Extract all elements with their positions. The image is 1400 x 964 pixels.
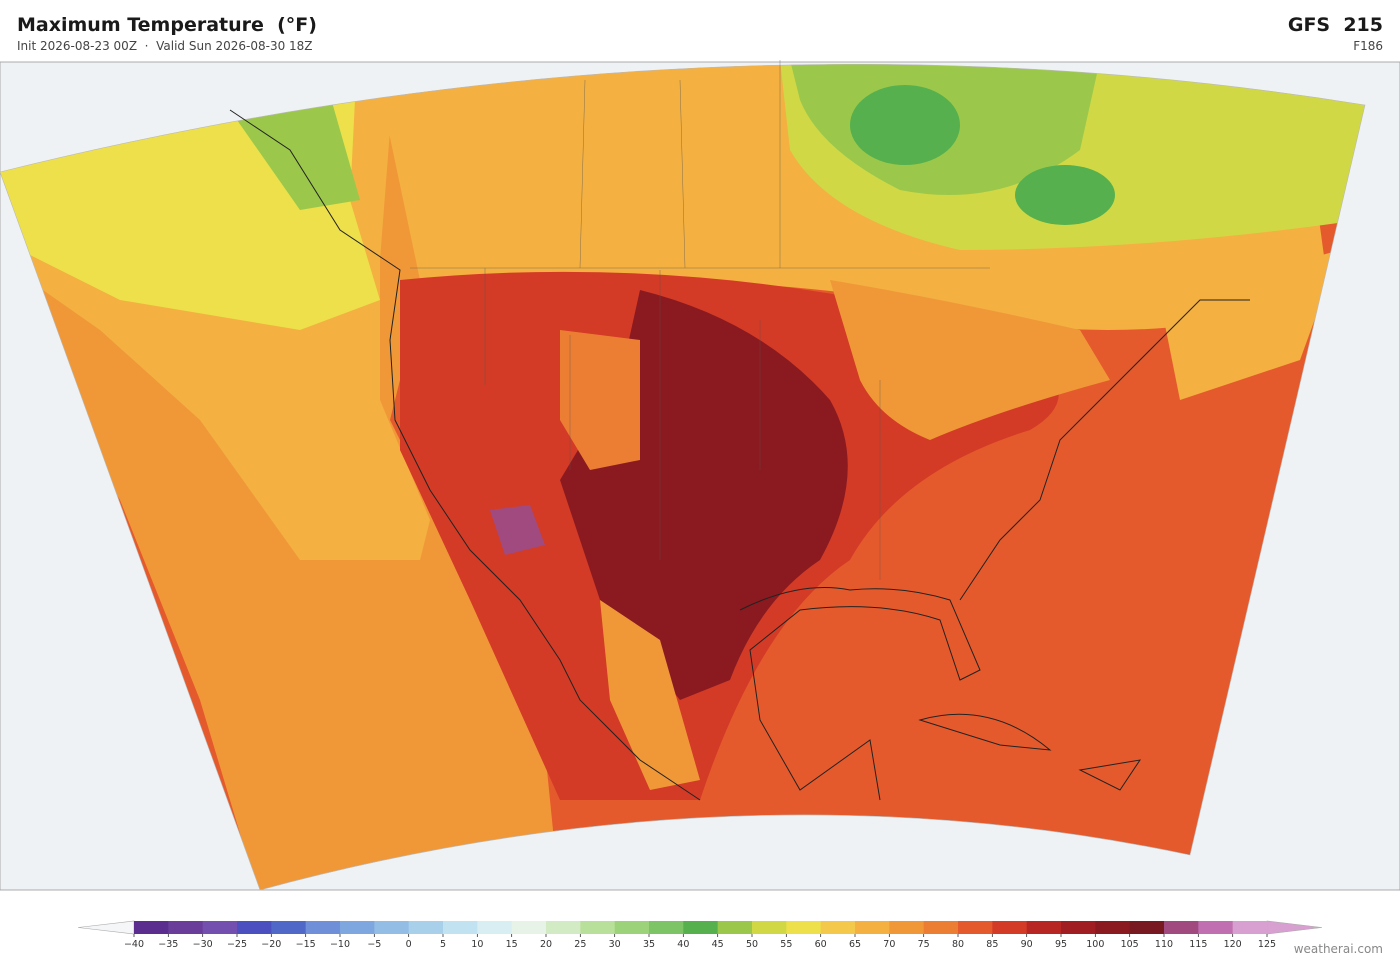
colorbar-bin xyxy=(271,921,307,934)
colorbar-tick-label: 75 xyxy=(918,939,930,950)
field-rockies xyxy=(560,330,640,470)
colorbar-tick-label: 60 xyxy=(815,939,827,950)
colorbar-bin xyxy=(1061,921,1096,934)
colorbar-tick-label: 20 xyxy=(540,939,552,950)
colorbar-bin xyxy=(820,921,856,934)
colorbar-tick-label: 15 xyxy=(506,939,518,950)
colorbar-bin xyxy=(168,921,204,934)
colorbar-bin xyxy=(340,921,375,934)
colorbar-tick-label: −35 xyxy=(158,939,178,950)
forecast-hour: F186 xyxy=(1353,39,1383,53)
map-title: Maximum Temperature (°F) xyxy=(17,14,317,36)
field-bc-green xyxy=(230,95,360,210)
colorbar-bin xyxy=(443,921,478,934)
colorbar-tick-label: 35 xyxy=(643,939,655,950)
colorbar-bin xyxy=(786,921,822,934)
colorbar-tick-label: 125 xyxy=(1258,939,1276,950)
colorbar-tick-label: 55 xyxy=(780,939,792,950)
colorbar-tick-label: 110 xyxy=(1155,939,1173,950)
colorbar-tick-label: 50 xyxy=(746,939,758,950)
field-great-lakes xyxy=(830,280,1110,440)
colorbar-bin xyxy=(752,921,787,934)
colorbar-tick-label: −30 xyxy=(193,939,213,950)
colorbar-bin xyxy=(992,921,1028,934)
field-green-patch xyxy=(850,85,960,165)
colorbar-bin xyxy=(614,921,650,934)
colorbar-tick-label: 30 xyxy=(609,939,621,950)
colorbar-bin xyxy=(1095,921,1131,934)
colorbar-tick-label: 40 xyxy=(677,939,689,950)
colorbar-tick-label: −10 xyxy=(330,939,350,950)
colorbar-bin xyxy=(1129,921,1165,934)
colorbar-bin xyxy=(958,921,993,934)
colorbar-bin xyxy=(580,921,616,934)
colorbar-tick-label: 100 xyxy=(1086,939,1104,950)
map-subtitle: Init 2026-08-23 00Z · Valid Sun 2026-08-… xyxy=(17,39,313,53)
model-label: GFS 215 xyxy=(1287,14,1383,36)
colorbar-bin xyxy=(546,921,581,934)
colorbar-bin xyxy=(1026,921,1062,934)
colorbar-bin xyxy=(237,921,272,934)
colorbar-tick-label: 5 xyxy=(440,939,446,950)
colorbar-bin xyxy=(511,921,547,934)
colorbar-tick-label: 65 xyxy=(849,939,861,950)
colorbar-bin xyxy=(855,921,890,934)
field-desert-extreme xyxy=(490,505,545,555)
colorbar-tick-label: 10 xyxy=(471,939,483,950)
coastlines xyxy=(229,109,1250,801)
colorbar-tick-label: −20 xyxy=(261,939,281,950)
colorbar-bin xyxy=(374,921,410,934)
domain-outline xyxy=(0,63,1366,891)
colorbar-bin xyxy=(477,921,513,934)
colorbar-bin xyxy=(923,921,959,934)
colorbar-tick-label: −25 xyxy=(227,939,247,950)
colorbar-bin xyxy=(889,921,925,934)
colorbar-tick-label: 120 xyxy=(1224,939,1242,950)
field-mexico-plateau xyxy=(600,600,700,790)
colorbar-bin xyxy=(202,921,238,934)
colorbar-under xyxy=(77,920,135,935)
colorbar-bin xyxy=(717,921,753,934)
colorbar-bin xyxy=(649,921,684,934)
colorbar-tick-label: 105 xyxy=(1121,939,1139,950)
colorbar-tick-label: 70 xyxy=(883,939,895,950)
colorbar-tick-label: 85 xyxy=(986,939,998,950)
colorbar-bin xyxy=(134,921,169,934)
colorbar-bin xyxy=(1164,921,1199,934)
colorbar-bin xyxy=(683,921,719,934)
colorbar-tick-label: −40 xyxy=(124,939,144,950)
colorbar-bin xyxy=(408,921,444,934)
colorbar-bin xyxy=(1198,921,1234,934)
borders xyxy=(410,60,990,580)
colorbar-tick-label: 25 xyxy=(574,939,586,950)
colorbar-tick-label: 115 xyxy=(1189,939,1207,950)
colorbar-bin xyxy=(305,921,341,934)
colorbar-tick-label: 0 xyxy=(406,939,412,950)
credit: weatherai.com xyxy=(1293,942,1383,956)
colorbar-tick-label: −15 xyxy=(296,939,316,950)
colorbar-tick-label: −5 xyxy=(367,939,381,950)
colorbar-tick-label: 80 xyxy=(952,939,964,950)
colorbar-tick-label: 45 xyxy=(712,939,724,950)
colorbar-tick-label: 90 xyxy=(1021,939,1033,950)
field-green-patch xyxy=(1015,165,1115,225)
colorbar-tick-label: 95 xyxy=(1055,939,1067,950)
colorbar-bin xyxy=(1232,921,1268,934)
field-atlantic-canada xyxy=(1160,250,1340,400)
colorbar-over xyxy=(1266,920,1323,935)
